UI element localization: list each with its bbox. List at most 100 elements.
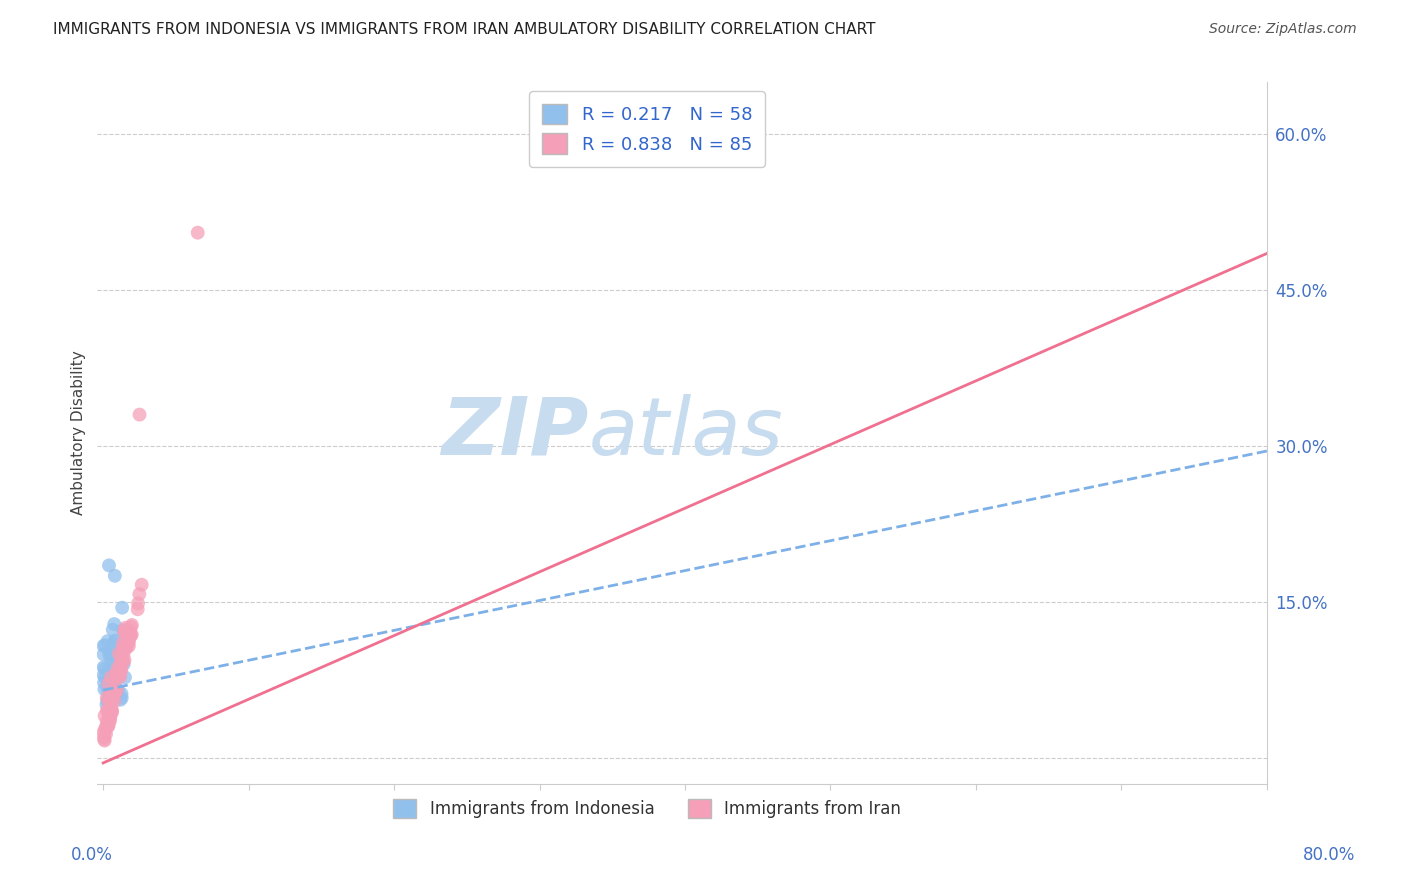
Point	[100, 677, 122, 691]
Point	[97, 634, 120, 648]
Point	[120, 629, 142, 643]
Point	[105, 683, 128, 698]
Point	[97, 703, 120, 717]
Point	[107, 660, 129, 674]
Point	[98, 688, 121, 702]
Point	[98, 670, 121, 684]
Point	[120, 628, 142, 642]
Point	[98, 673, 121, 688]
Point	[100, 692, 122, 706]
Point	[110, 687, 132, 701]
Point	[93, 639, 115, 653]
Point	[108, 662, 131, 676]
Y-axis label: Ambulatory Disability: Ambulatory Disability	[72, 351, 86, 516]
Point	[100, 706, 122, 721]
Point	[111, 647, 134, 661]
Point	[112, 648, 135, 662]
Point	[104, 668, 127, 682]
Point	[103, 689, 125, 703]
Point	[98, 661, 121, 675]
Point	[98, 694, 121, 708]
Point	[97, 673, 120, 688]
Point	[114, 641, 136, 656]
Point	[114, 670, 136, 684]
Point	[105, 668, 128, 682]
Point	[98, 711, 121, 725]
Point	[105, 665, 128, 680]
Point	[104, 660, 127, 674]
Point	[131, 578, 153, 592]
Point	[101, 688, 124, 702]
Point	[97, 677, 120, 691]
Point	[93, 675, 115, 690]
Point	[118, 639, 141, 653]
Point	[96, 704, 118, 718]
Point	[96, 720, 118, 734]
Point	[110, 664, 132, 678]
Point	[103, 682, 125, 697]
Point	[103, 684, 125, 698]
Point	[94, 722, 117, 736]
Text: IMMIGRANTS FROM INDONESIA VS IMMIGRANTS FROM IRAN AMBULATORY DISABILITY CORRELAT: IMMIGRANTS FROM INDONESIA VS IMMIGRANTS …	[53, 22, 876, 37]
Point	[128, 408, 150, 422]
Point	[121, 627, 143, 641]
Point	[96, 698, 118, 712]
Point	[93, 708, 115, 723]
Point	[104, 681, 127, 696]
Point	[107, 646, 129, 660]
Point	[111, 640, 134, 655]
Point	[103, 676, 125, 690]
Point	[114, 639, 136, 653]
Point	[98, 558, 121, 573]
Point	[100, 680, 122, 694]
Point	[93, 730, 115, 744]
Point	[127, 602, 149, 616]
Point	[104, 634, 127, 648]
Point	[118, 624, 141, 639]
Point	[112, 655, 135, 669]
Point	[114, 653, 136, 667]
Point	[111, 600, 134, 615]
Point	[98, 648, 121, 662]
Point	[93, 660, 115, 674]
Point	[98, 643, 121, 657]
Point	[101, 687, 124, 701]
Point	[104, 652, 127, 666]
Point	[101, 686, 124, 700]
Point	[118, 633, 141, 648]
Point	[108, 670, 131, 684]
Point	[103, 637, 125, 651]
Point	[96, 694, 118, 708]
Point	[114, 625, 136, 640]
Point	[107, 683, 129, 698]
Point	[108, 665, 131, 680]
Point	[94, 723, 117, 738]
Point	[101, 681, 124, 695]
Point	[98, 715, 121, 730]
Point	[104, 685, 127, 699]
Point	[100, 685, 122, 699]
Point	[101, 685, 124, 699]
Point	[101, 681, 124, 696]
Text: Source: ZipAtlas.com: Source: ZipAtlas.com	[1209, 22, 1357, 37]
Point	[110, 653, 132, 667]
Point	[98, 710, 121, 724]
Point	[127, 596, 149, 610]
Point	[112, 624, 135, 639]
Point	[110, 661, 132, 675]
Point	[104, 689, 127, 703]
Point	[100, 648, 122, 662]
Point	[187, 226, 209, 240]
Point	[111, 623, 134, 637]
Point	[103, 617, 125, 632]
Point	[100, 704, 122, 718]
Point	[108, 665, 131, 680]
Point	[96, 682, 118, 697]
Point	[114, 621, 136, 635]
Point	[100, 670, 122, 684]
Point	[103, 686, 125, 700]
Point	[100, 700, 122, 714]
Point	[100, 653, 122, 667]
Point	[104, 633, 127, 648]
Point	[101, 623, 124, 637]
